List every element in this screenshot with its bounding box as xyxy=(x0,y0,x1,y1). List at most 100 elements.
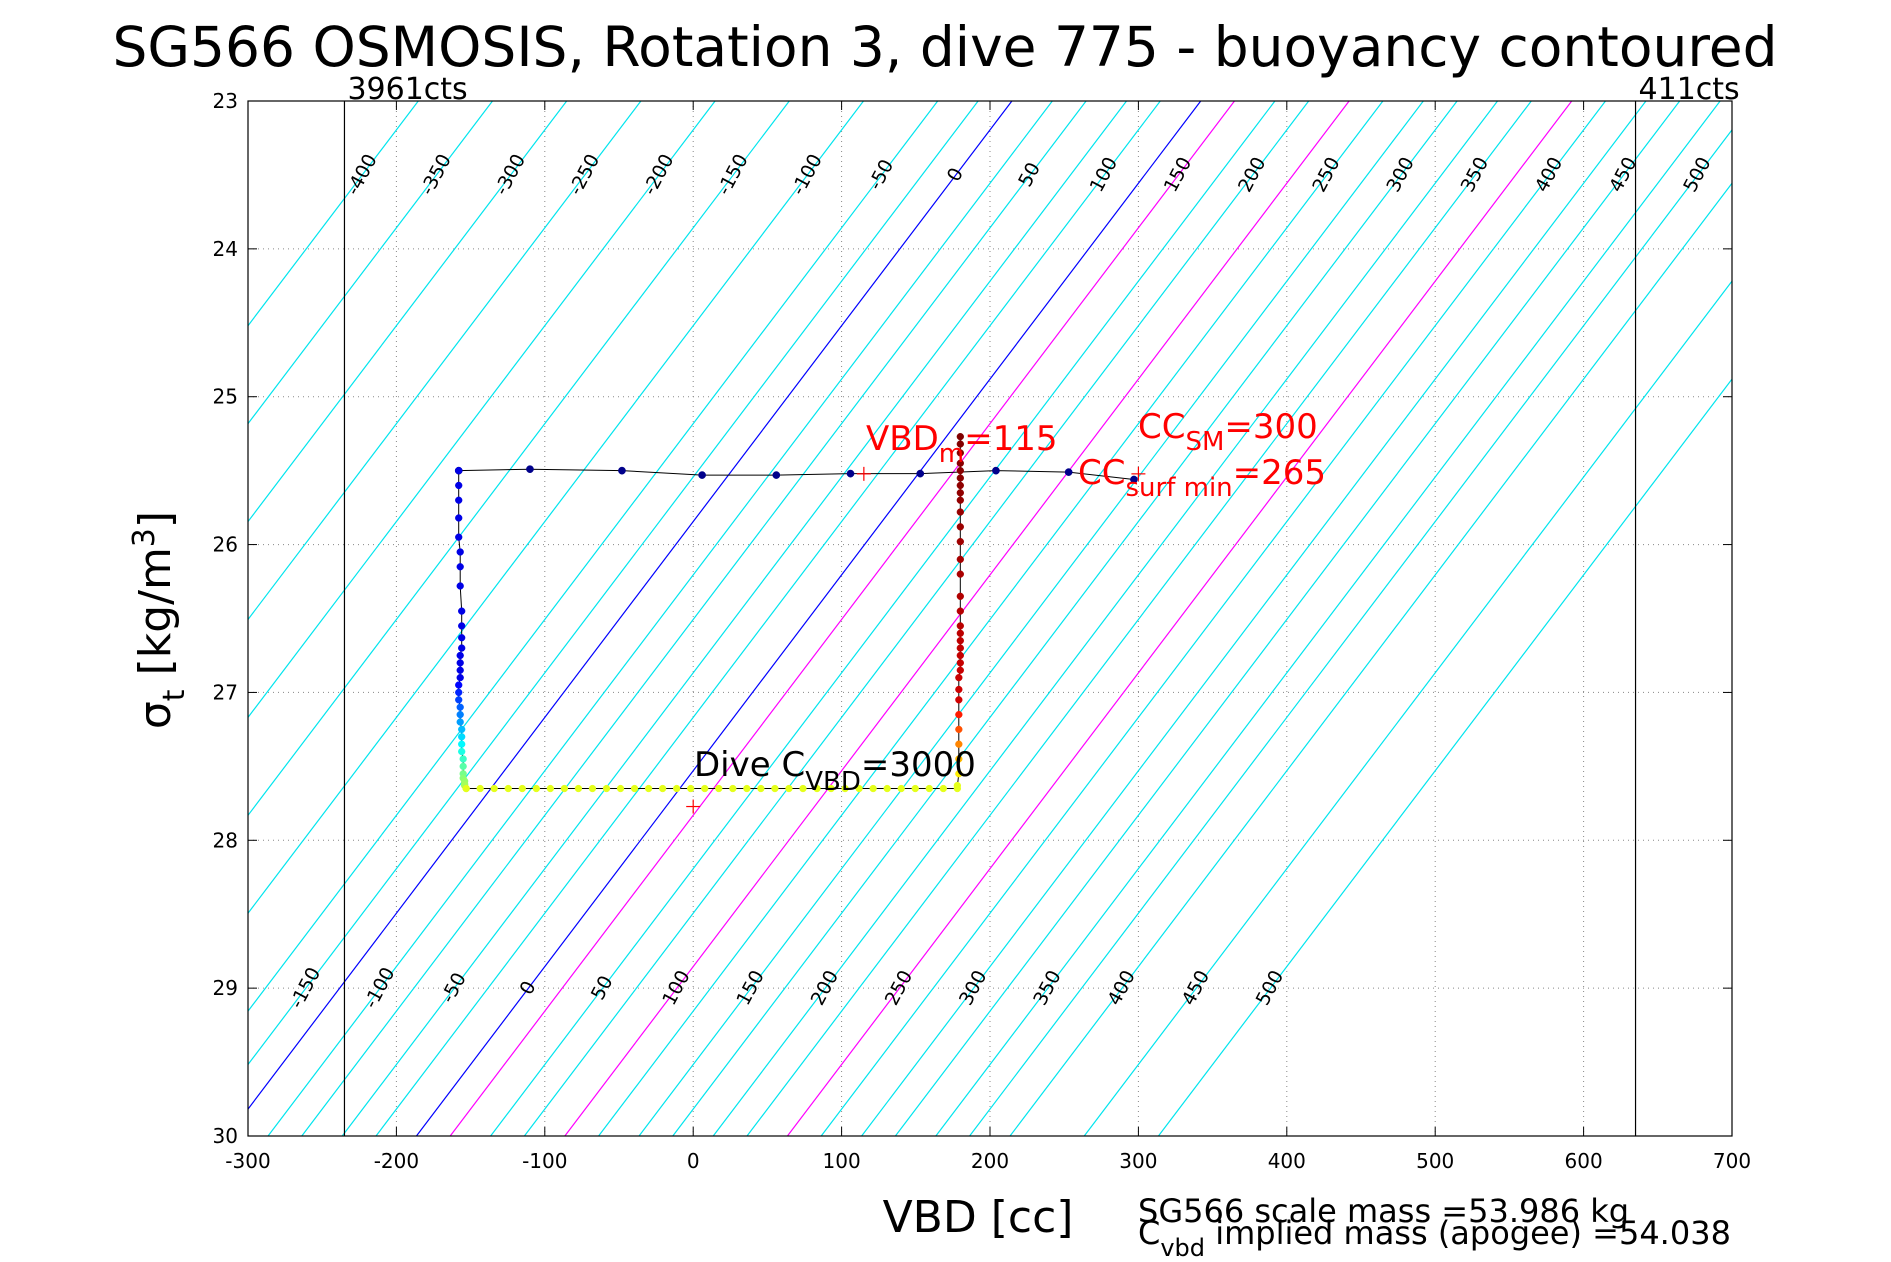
contour-line-top xyxy=(598,101,1384,1136)
trajectory-point-ascent xyxy=(956,570,964,578)
trajectory-point-bottom xyxy=(855,784,863,793)
trajectory-point-bottom xyxy=(518,784,526,793)
trajectory-point-surface xyxy=(698,471,706,479)
contour-line-top xyxy=(672,101,1458,1136)
trajectory-point-ascent xyxy=(955,770,963,778)
trajectory-point-bottom xyxy=(658,784,667,793)
trajectory-point-ascent xyxy=(956,666,964,674)
y-axis-label-sub: t xyxy=(157,689,192,701)
annotation-cc-surf-main: CC xyxy=(1078,453,1125,493)
trajectory-point-descent xyxy=(456,563,464,571)
trajectory-point-descent xyxy=(456,666,464,674)
trajectory-point-descent xyxy=(455,514,463,522)
contour-line-bottom xyxy=(267,101,1053,1136)
trajectory-point-bottom xyxy=(588,784,597,793)
implied-mass-rest: implied mass (apogee) =54.038 xyxy=(1205,1214,1731,1252)
trajectory-point-descent xyxy=(455,681,463,689)
annotation-cc-sm-main: CC xyxy=(1138,407,1185,447)
trajectory-point-descent xyxy=(458,733,466,741)
contour-line-bottom xyxy=(638,101,1424,1136)
trajectory-point-surface xyxy=(846,469,855,478)
trajectory-point-ascent xyxy=(955,685,963,694)
trajectory-point-bottom xyxy=(827,784,835,793)
x-tick-label: -100 xyxy=(522,1149,567,1173)
contour-line-bottom xyxy=(490,101,1276,1136)
x-tick-label: 200 xyxy=(971,1149,1009,1173)
contour-line-top xyxy=(820,101,1606,1136)
contour-line-top xyxy=(449,101,1235,1136)
annotation-dive-cvbd-value: =3000 xyxy=(861,745,976,785)
trajectory-point-ascent xyxy=(953,781,962,790)
trajectory-point-bottom xyxy=(532,784,540,793)
trajectory-point-ascent xyxy=(956,523,964,531)
trajectory-point-bottom xyxy=(897,784,905,793)
trajectory-point-descent xyxy=(455,696,463,704)
contour-line-top xyxy=(746,101,1532,1136)
implied-mass-text: Cvbd implied mass (apogee) =54.038 xyxy=(1138,1214,1731,1262)
contour-line-bottom xyxy=(248,101,979,1066)
trajectory-point-ascent xyxy=(956,651,964,660)
trajectory-point-descent xyxy=(455,481,463,490)
trajectory-point-ascent xyxy=(955,755,963,763)
annotation-cc-surf-value: =265 xyxy=(1233,453,1326,493)
contour-line-bottom xyxy=(1083,280,1732,1136)
trajectory-point-bottom xyxy=(743,784,751,793)
contour-line-top xyxy=(248,101,1013,1111)
trajectory-point-ascent xyxy=(956,592,964,600)
trajectory-point-descent xyxy=(456,651,464,660)
trajectory-point-descent xyxy=(458,747,466,756)
trajectory-point-bottom xyxy=(701,784,709,793)
trajectory-point-descent xyxy=(458,622,466,630)
trajectory-point-descent xyxy=(455,533,463,541)
y-axis-label-sup: 3 xyxy=(127,528,162,547)
trajectory-point-ascent xyxy=(956,659,964,667)
x-tick-label: -200 xyxy=(374,1149,419,1173)
trajectory-point-ascent xyxy=(956,440,964,448)
contour-line-top xyxy=(248,101,568,523)
y-axis-label-close: ] xyxy=(130,511,181,528)
x-axis-label: VBD [cc] xyxy=(883,1192,1074,1243)
y-tick-label: 25 xyxy=(213,385,238,409)
trajectory-point-bottom xyxy=(560,784,569,793)
annotation-dive-cvbd-sub: VBD xyxy=(805,767,861,797)
trajectory-point-ascent xyxy=(956,496,964,504)
x-tick-label: 100 xyxy=(823,1149,861,1173)
trajectory-point-bottom xyxy=(729,784,737,793)
trajectory-point-bottom xyxy=(841,784,849,793)
trajectory-point-bottom xyxy=(715,784,723,793)
contour-line-top xyxy=(523,101,1310,1136)
trajectory-point-bottom xyxy=(883,784,891,793)
annotation-cc-sm-sub: SM xyxy=(1185,427,1224,457)
trajectory-point-bottom xyxy=(490,784,498,793)
trajectory-point-ascent xyxy=(955,696,963,704)
trajectory-point-descent xyxy=(458,607,466,615)
implied-mass-sub: vbd xyxy=(1160,1234,1205,1262)
trajectory-point-ascent xyxy=(956,537,964,546)
svg-text:σt [kg/m3]: σt [kg/m3] xyxy=(127,511,192,729)
x-tick-label: 700 xyxy=(1713,1149,1751,1173)
trajectory-point-surface xyxy=(992,466,1000,475)
contour-line-top xyxy=(248,101,716,719)
y-tick-label: 24 xyxy=(213,237,238,261)
trajectory-point-bottom xyxy=(602,784,611,793)
x-tick-label: 600 xyxy=(1565,1149,1603,1173)
trajectory-point-descent xyxy=(456,582,464,590)
contour-line-top xyxy=(248,101,642,621)
trajectory-point-ascent xyxy=(956,644,964,652)
trajectory-point-descent xyxy=(458,634,466,642)
contour-line-bottom xyxy=(1157,378,1732,1136)
vbd-limit-label: 3961cts xyxy=(347,72,467,107)
trajectory-point-bottom xyxy=(504,784,512,793)
trajectory-point-ascent xyxy=(955,673,963,682)
trajectory-point-bottom xyxy=(616,784,625,793)
trajectory-point-ascent xyxy=(956,449,964,457)
y-axis-label-symbol: σ xyxy=(130,701,181,729)
trajectory-point-ascent xyxy=(956,607,964,615)
contour-line-bottom xyxy=(415,101,1202,1136)
y-axis-label-units: [kg/m xyxy=(130,547,181,689)
trajectory-point-descent xyxy=(455,496,463,504)
contour-line-bottom xyxy=(1009,182,1732,1136)
x-tick-label: 400 xyxy=(1268,1149,1306,1173)
vbd-limit-lines: 3961cts 411cts xyxy=(343,72,1740,1136)
contour-line-bottom xyxy=(786,101,1573,1136)
